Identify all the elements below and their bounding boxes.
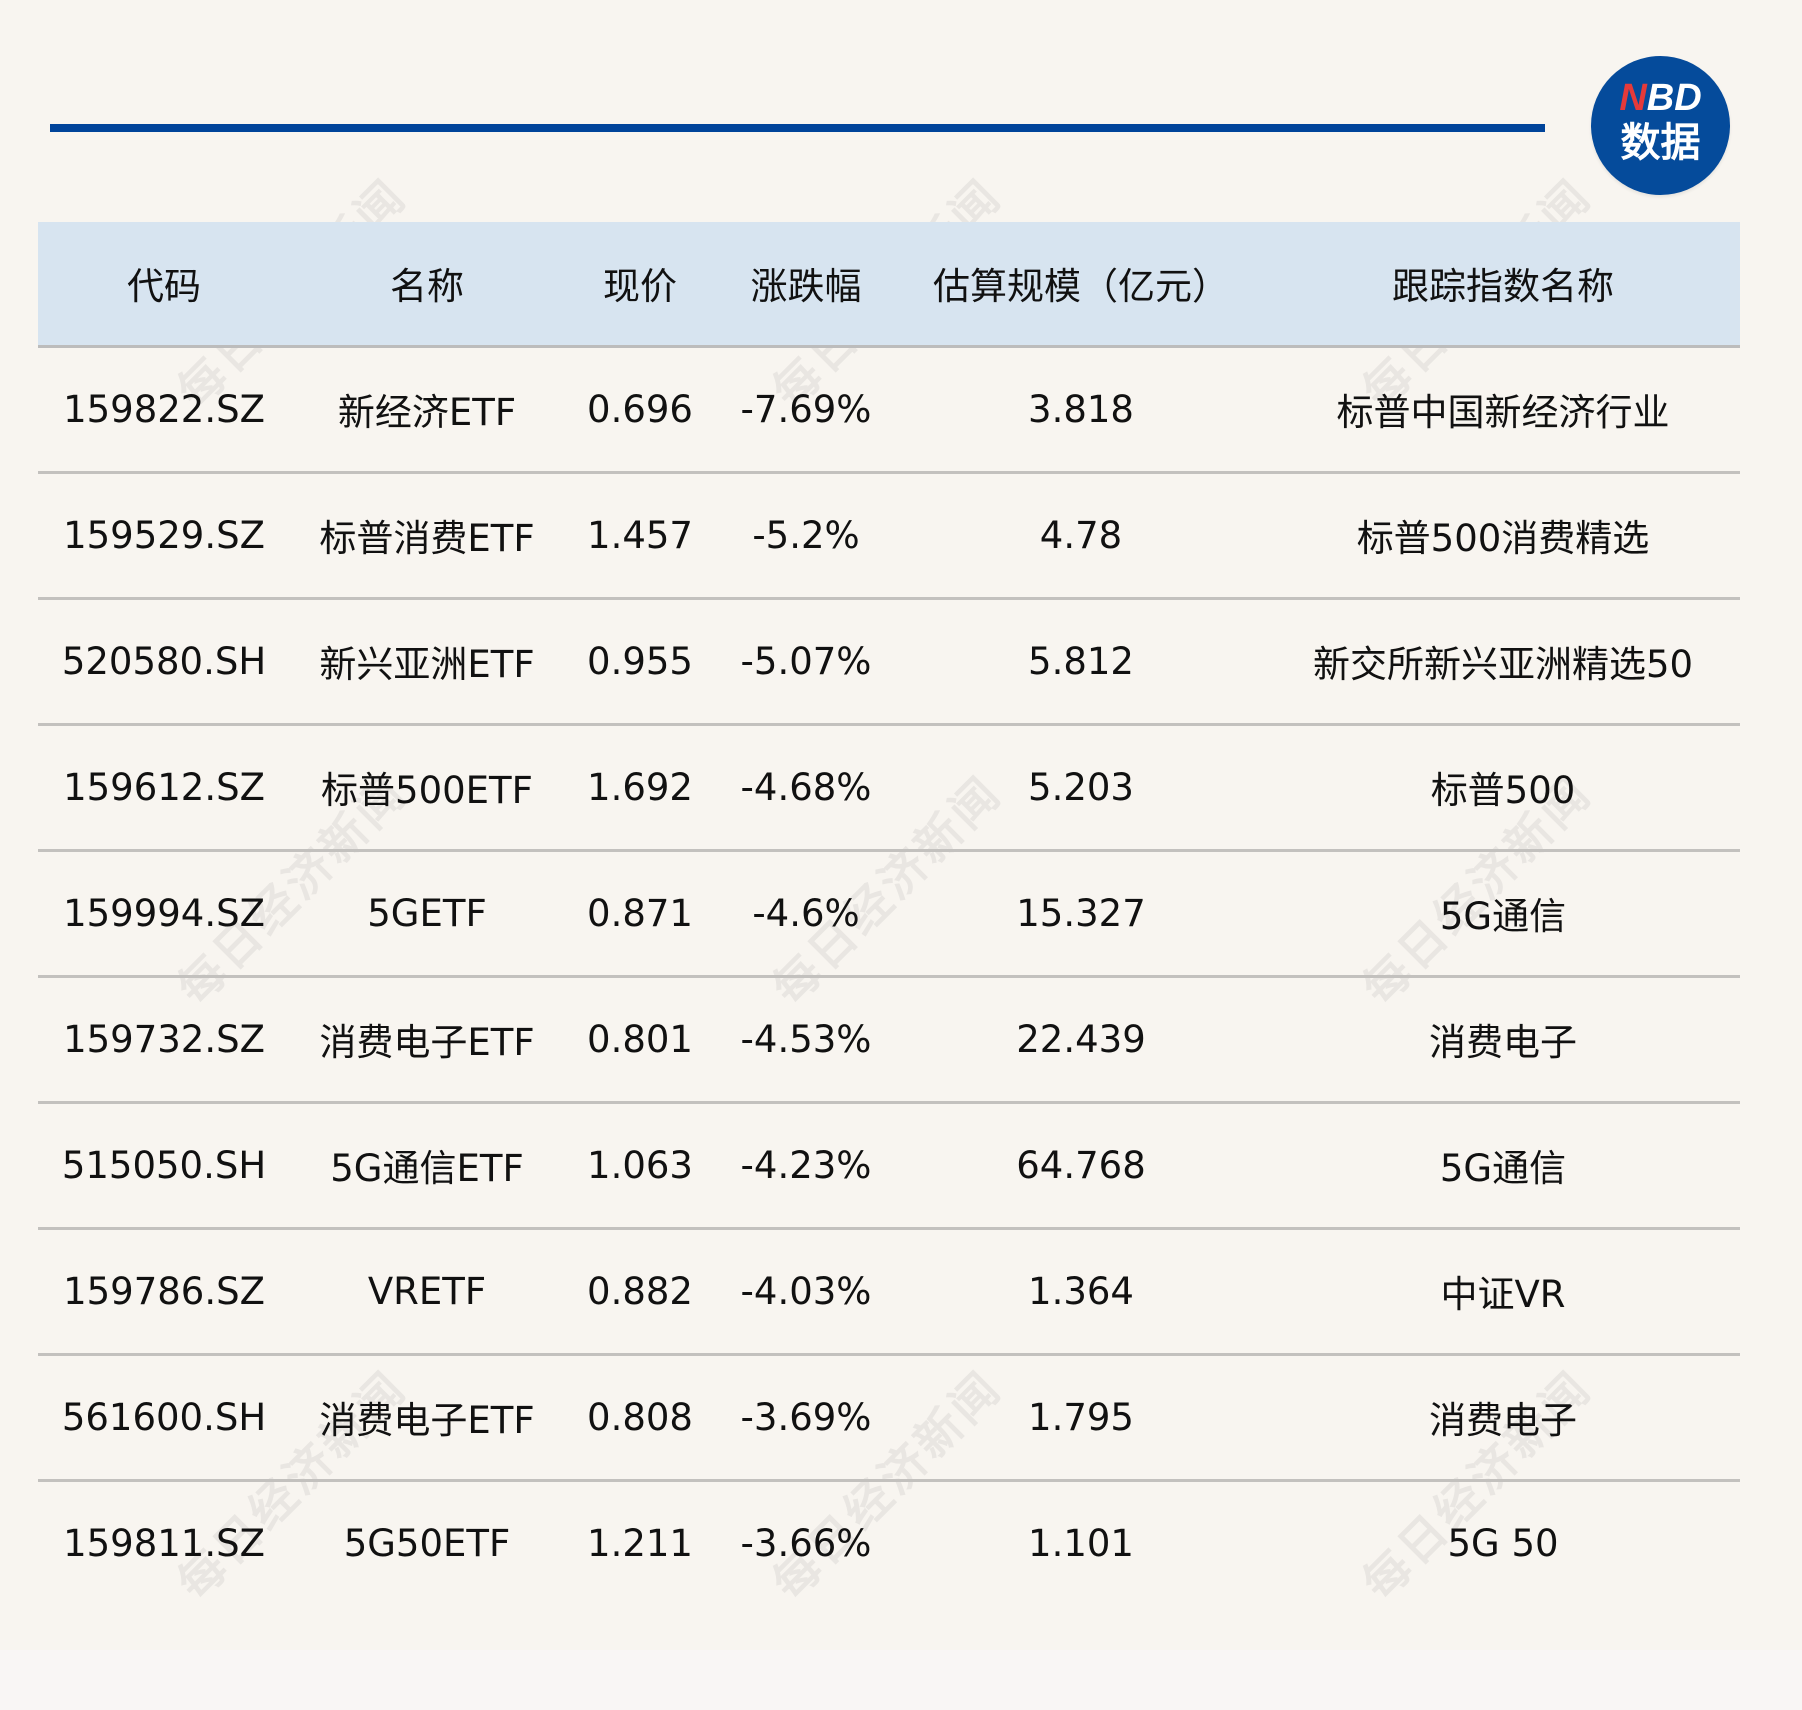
cell-scale: 22.439 <box>896 976 1266 1104</box>
table-row: 159612.SZ 标普500ETF 1.692 -4.68% 5.203 标普… <box>38 724 1740 852</box>
cell-index: 中证VR <box>1266 1228 1740 1356</box>
cell-price: 0.801 <box>564 976 716 1104</box>
cell-name: 标普消费ETF <box>290 472 564 600</box>
cell-index: 消费电子 <box>1266 976 1740 1104</box>
header-price: 现价 <box>564 222 716 348</box>
cell-change: -5.2% <box>716 472 896 600</box>
cell-price: 0.696 <box>564 346 716 474</box>
cell-index: 标普500 <box>1266 724 1740 852</box>
cell-index: 标普500消费精选 <box>1266 472 1740 600</box>
table-row: 159732.SZ 消费电子ETF 0.801 -4.53% 22.439 消费… <box>38 976 1740 1104</box>
cell-code: 159612.SZ <box>38 724 290 852</box>
cell-code: 159529.SZ <box>38 472 290 600</box>
header-change: 涨跌幅 <box>716 222 896 348</box>
cell-scale: 15.327 <box>896 850 1266 978</box>
cell-code: 159811.SZ <box>63 1522 265 1566</box>
cell-price: 0.871 <box>564 850 716 978</box>
table-row: 515050.SH 5G通信ETF 1.063 -4.23% 64.768 5G… <box>38 1102 1740 1230</box>
cell-scale: 64.768 <box>896 1102 1266 1230</box>
bottom-strip <box>0 1650 1802 1710</box>
logo-nbd-text: NBD <box>1591 78 1730 118</box>
cell-code: 159822.SZ <box>38 346 290 474</box>
cell-name: 新经济ETF <box>290 346 564 474</box>
cell-change: -4.6% <box>716 850 896 978</box>
cell-price: 1.692 <box>564 724 716 852</box>
header-name: 名称 <box>290 222 564 348</box>
cell-price: 0.955 <box>564 598 716 726</box>
cell-change: -4.23% <box>716 1102 896 1230</box>
table-row: 159822.SZ 新经济ETF 0.696 -7.69% 3.818 标普中国… <box>38 346 1740 474</box>
cell-code: 561600.SH <box>38 1354 290 1482</box>
cell-price: 0.882 <box>564 1228 716 1356</box>
cell-name: 5G通信ETF <box>290 1102 564 1230</box>
cell-index: 标普中国新经济行业 <box>1266 346 1740 474</box>
cell-scale: 1.101 <box>1028 1522 1134 1566</box>
table-header-row: 代码 名称 现价 涨跌幅 估算规模（亿元） 跟踪指数名称 <box>38 222 1740 348</box>
cell-price: 1.211 <box>587 1522 693 1566</box>
cell-scale: 1.795 <box>896 1354 1266 1482</box>
cell-code: 515050.SH <box>38 1102 290 1230</box>
cell-scale: 5.812 <box>896 598 1266 726</box>
header-code: 代码 <box>38 222 290 348</box>
cell-code: 520580.SH <box>38 598 290 726</box>
cell-change: -3.66% <box>740 1522 872 1566</box>
cell-name: 标普500ETF <box>290 724 564 852</box>
cell-index: 5G 50 <box>1447 1522 1559 1566</box>
nbd-data-logo: NBD 数据 <box>1591 56 1730 195</box>
cell-change: -4.03% <box>716 1228 896 1356</box>
cell-index: 消费电子 <box>1266 1354 1740 1482</box>
cell-change: -4.53% <box>716 976 896 1104</box>
header-index: 跟踪指数名称 <box>1266 222 1740 348</box>
cell-index: 5G通信 <box>1266 1102 1740 1230</box>
table-row: 561600.SH 消费电子ETF 0.808 -3.69% 1.795 消费电… <box>38 1354 1740 1482</box>
cell-name: VRETF <box>290 1228 564 1356</box>
cell-code: 159994.SZ <box>38 850 290 978</box>
cell-scale: 3.818 <box>896 346 1266 474</box>
table-row: 520580.SH 新兴亚洲ETF 0.955 -5.07% 5.812 新交所… <box>38 598 1740 726</box>
cell-price: 1.063 <box>564 1102 716 1230</box>
title-rule <box>50 124 1545 132</box>
cell-scale: 4.78 <box>896 472 1266 600</box>
table-row: 159811.SZ 5G50ETF 1.211 -3.66% 1.101 5G … <box>38 1480 1740 1606</box>
cell-change: -7.69% <box>716 346 896 474</box>
cell-change: -4.68% <box>716 724 896 852</box>
cell-price: 0.808 <box>564 1354 716 1482</box>
cell-scale: 5.203 <box>896 724 1266 852</box>
logo-data-text: 数据 <box>1620 120 1701 166</box>
cell-code: 159786.SZ <box>38 1228 290 1356</box>
table-row: 159994.SZ 5GETF 0.871 -4.6% 15.327 5G通信 <box>38 850 1740 978</box>
cell-change: -3.69% <box>716 1354 896 1482</box>
etf-decline-table: 代码 名称 现价 涨跌幅 估算规模（亿元） 跟踪指数名称 159822.SZ 新… <box>38 222 1740 1606</box>
logo-n-letter: N <box>1619 77 1647 119</box>
cell-name: 消费电子ETF <box>290 976 564 1104</box>
cell-code: 159732.SZ <box>38 976 290 1104</box>
cell-price: 1.457 <box>564 472 716 600</box>
table-row: 159786.SZ VRETF 0.882 -4.03% 1.364 中证VR <box>38 1228 1740 1356</box>
logo-bd-letters: BD <box>1646 77 1702 119</box>
header-scale: 估算规模（亿元） <box>896 222 1266 348</box>
cell-name: 新兴亚洲ETF <box>290 598 564 726</box>
cell-index: 新交所新兴亚洲精选50 <box>1266 598 1740 726</box>
table-row: 159529.SZ 标普消费ETF 1.457 -5.2% 4.78 标普500… <box>38 472 1740 600</box>
cell-name: 5G50ETF <box>343 1522 511 1566</box>
cell-index: 5G通信 <box>1266 850 1740 978</box>
cell-scale: 1.364 <box>896 1228 1266 1356</box>
cell-name: 消费电子ETF <box>290 1354 564 1482</box>
cell-change: -5.07% <box>716 598 896 726</box>
cell-name: 5GETF <box>290 850 564 978</box>
